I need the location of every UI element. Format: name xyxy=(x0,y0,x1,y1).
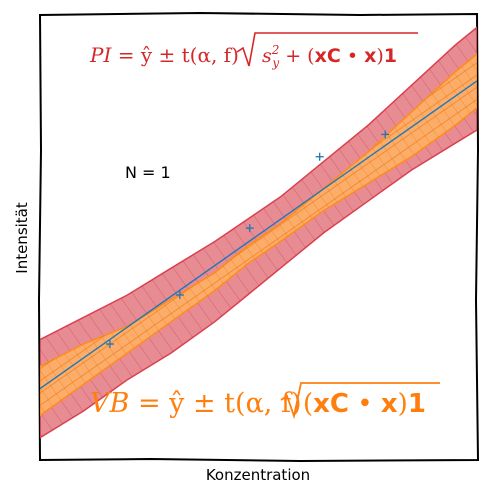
data-point xyxy=(315,152,324,161)
svg-text:PI = ŷ ± t(α, f): PI = ŷ ± t(α, f) xyxy=(89,43,239,67)
data-points xyxy=(105,130,390,349)
data-point xyxy=(105,340,114,349)
svg-text:(xC • x)1: (xC • x)1 xyxy=(303,389,426,419)
plot-frame xyxy=(37,11,480,463)
data-point xyxy=(245,224,254,233)
pi-sqrt-sign xyxy=(236,32,418,67)
pi-formula: PI = ŷ ± t(α, f) s2 y + (xC • x)1 xyxy=(89,32,418,70)
sample-count-label: N = 1 xyxy=(125,163,171,182)
svg-text:s2y + (xC • x)1: s2 y + (xC • x)1 xyxy=(262,43,397,70)
confidence-interval-hatch xyxy=(40,54,477,416)
regression-line xyxy=(40,80,477,390)
y-axis-label: Intensität xyxy=(13,202,31,274)
vb-sqrt-sign xyxy=(280,382,440,420)
data-point xyxy=(381,130,390,139)
vb-formula: VB = ŷ ± t(α, f) (xC • x)1 xyxy=(90,382,440,420)
data-point xyxy=(175,290,184,299)
x-axis-label: Konzentration xyxy=(206,466,310,484)
prediction-interval-hatch xyxy=(40,27,477,438)
svg-text:VB = ŷ ± t(α, f): VB = ŷ ± t(α, f) xyxy=(90,388,302,419)
